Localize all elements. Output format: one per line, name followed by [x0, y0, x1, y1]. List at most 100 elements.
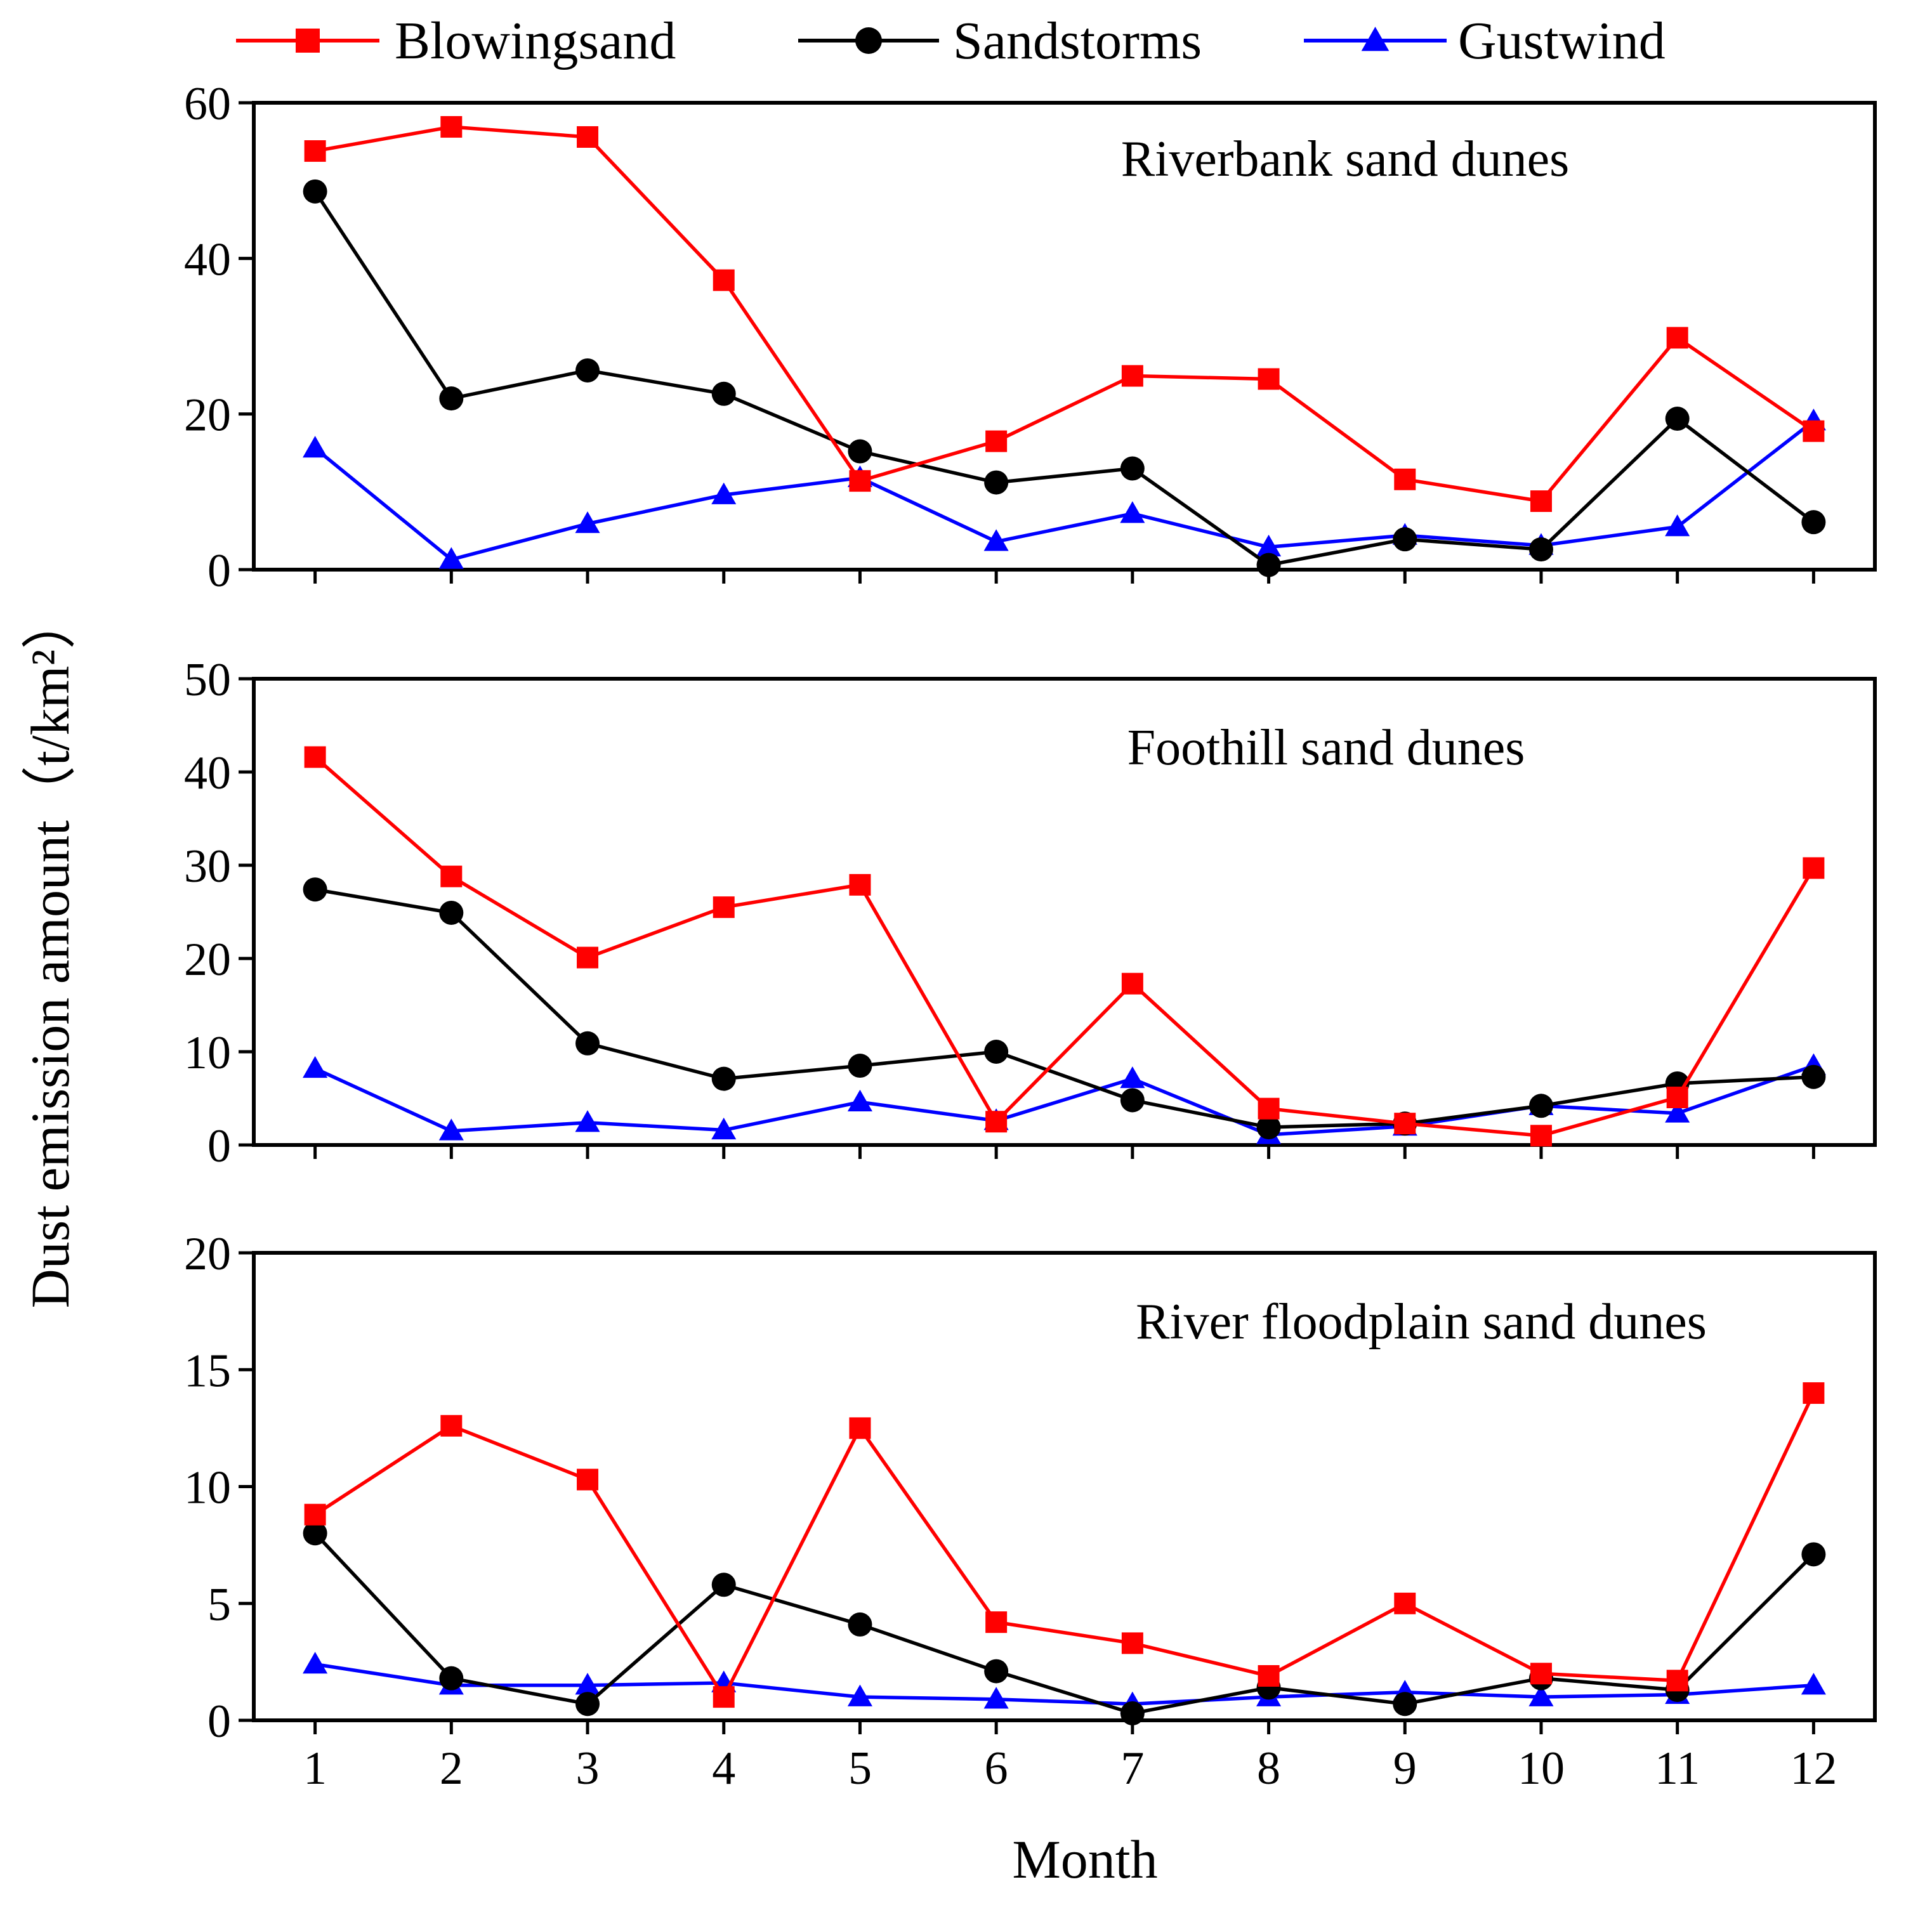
data-point-blowingsand — [440, 1415, 463, 1437]
data-point-blowingsand — [1666, 327, 1688, 349]
data-point-blowingsand — [1121, 1632, 1143, 1654]
data-point-blowingsand — [1121, 365, 1143, 387]
data-point-blowingsand — [985, 430, 1008, 452]
x-axis-title: Month — [1012, 1829, 1157, 1890]
data-point-sandstorms — [848, 1054, 872, 1078]
series-blowingsand — [304, 1382, 1825, 1708]
data-point-blowingsand — [1258, 1097, 1280, 1120]
y-tick-label: 10 — [184, 1462, 231, 1514]
series-line-blowingsand — [315, 125, 1815, 503]
data-point-gustwind — [1120, 501, 1145, 523]
series-sandstorms — [303, 179, 1826, 577]
y-tick-label: 40 — [184, 233, 231, 285]
y-tick-label: 20 — [184, 934, 231, 986]
data-point-blowingsand — [849, 1417, 871, 1439]
data-point-blowingsand — [1530, 1125, 1552, 1147]
data-point-gustwind — [1801, 1673, 1826, 1695]
data-point-blowingsand — [985, 1611, 1008, 1633]
data-point-sandstorms — [439, 900, 464, 925]
data-point-sandstorms — [1393, 527, 1417, 552]
data-point-gustwind — [303, 1056, 328, 1078]
data-point-sandstorms — [303, 1521, 327, 1546]
series-blowingsand — [304, 746, 1825, 1147]
series-line-blowingsand — [314, 1392, 1815, 1699]
data-point-gustwind — [711, 482, 737, 504]
y-tick-label: 40 — [184, 747, 231, 799]
data-point-blowingsand — [1530, 490, 1552, 513]
x-tick-label: 2 — [440, 1743, 463, 1795]
panel-title: River floodplain sand dunes — [1136, 1294, 1707, 1350]
data-point-blowingsand — [713, 1686, 735, 1708]
legend-entry-blowingsand: Blowingsand — [236, 11, 676, 70]
data-point-gustwind — [1665, 1101, 1690, 1123]
data-point-blowingsand — [1666, 1087, 1688, 1109]
series-line-sandstorms — [313, 1532, 1815, 1715]
data-point-gustwind — [1665, 514, 1690, 537]
panel-frame — [252, 677, 1877, 1147]
data-point-sandstorms — [1256, 1115, 1281, 1140]
data-point-gustwind — [438, 1118, 464, 1141]
data-point-sandstorms — [1528, 537, 1553, 562]
data-point-sandstorms — [1120, 456, 1145, 481]
data-point-blowingsand — [1803, 420, 1825, 442]
data-point-blowingsand — [1394, 468, 1416, 490]
panel-title: Riverbank sand dunes — [1121, 131, 1570, 187]
data-point-sandstorms — [1120, 1088, 1145, 1113]
data-point-blowingsand — [1530, 1663, 1552, 1685]
data-point-sandstorms — [711, 1573, 736, 1597]
series-line-gustwind — [315, 1662, 1814, 1706]
legend-marker-gustwind — [1361, 27, 1390, 51]
data-point-sandstorms — [439, 386, 464, 411]
panel-title: Foothill sand dunes — [1127, 720, 1525, 776]
series-line-gustwind — [313, 419, 1815, 561]
legend-label-blowingsand: Blowingsand — [395, 11, 676, 70]
data-point-gustwind — [1120, 1066, 1145, 1089]
legend-marker-blowingsand — [296, 29, 320, 53]
data-point-sandstorms — [984, 470, 1009, 495]
data-point-blowingsand — [1803, 1382, 1825, 1404]
data-point-blowingsand — [713, 269, 735, 291]
legend-label-gustwind: Gustwind — [1458, 11, 1666, 70]
panel-frame — [252, 101, 1877, 572]
data-point-blowingsand — [849, 873, 871, 896]
series-line-gustwind — [314, 1064, 1815, 1137]
legend: Blowingsand Sandstorms Gustwind — [236, 11, 1666, 70]
data-point-blowingsand — [577, 1468, 599, 1491]
data-point-sandstorms — [439, 1666, 464, 1691]
data-point-blowingsand — [1121, 972, 1143, 995]
data-point-sandstorms — [711, 381, 736, 406]
x-tick-label: 10 — [1518, 1743, 1565, 1795]
data-point-sandstorms — [1528, 1094, 1553, 1118]
data-point-gustwind — [575, 1673, 600, 1695]
data-point-blowingsand — [304, 1503, 326, 1526]
y-tick-label: 50 — [184, 654, 231, 706]
data-point-gustwind — [711, 1117, 737, 1140]
panel-river-floodplain-sand-dunes: 0 5 10 15 20 River floodplain sand dunes — [184, 1228, 1877, 1748]
series-blowingsand — [304, 116, 1825, 513]
y-tick-label: 15 — [184, 1345, 231, 1397]
data-point-gustwind — [303, 1652, 328, 1674]
data-point-gustwind — [1256, 534, 1282, 557]
data-point-blowingsand — [440, 865, 463, 887]
data-point-gustwind — [575, 1110, 600, 1132]
data-point-sandstorms — [1393, 1692, 1417, 1717]
data-point-sandstorms — [984, 1040, 1009, 1064]
data-point-blowingsand — [304, 746, 326, 768]
data-point-blowingsand — [1394, 1592, 1416, 1614]
panel-foothill-sand-dunes: 0 10 20 30 40 50 Foothill sand dunes — [184, 654, 1877, 1172]
x-tick-label: 9 — [1393, 1743, 1417, 1795]
x-tick-label: 12 — [1790, 1743, 1837, 1795]
data-point-blowingsand — [1258, 1665, 1280, 1687]
data-point-sandstorms — [711, 1066, 736, 1091]
data-point-sandstorms — [848, 439, 872, 464]
data-point-blowingsand — [713, 896, 735, 919]
series-line-sandstorms — [315, 887, 1814, 1129]
y-axis-title: Dust emission amount（t/km²） — [20, 595, 81, 1309]
data-point-gustwind — [1528, 1684, 1554, 1706]
data-point-sandstorms — [1256, 553, 1281, 577]
data-point-blowingsand — [1666, 1670, 1688, 1692]
data-point-sandstorms — [303, 877, 327, 902]
y-tick-label: 60 — [184, 78, 231, 130]
y-tick-label: 30 — [184, 841, 231, 893]
legend-entry-sandstorms: Sandstorms — [798, 11, 1202, 70]
